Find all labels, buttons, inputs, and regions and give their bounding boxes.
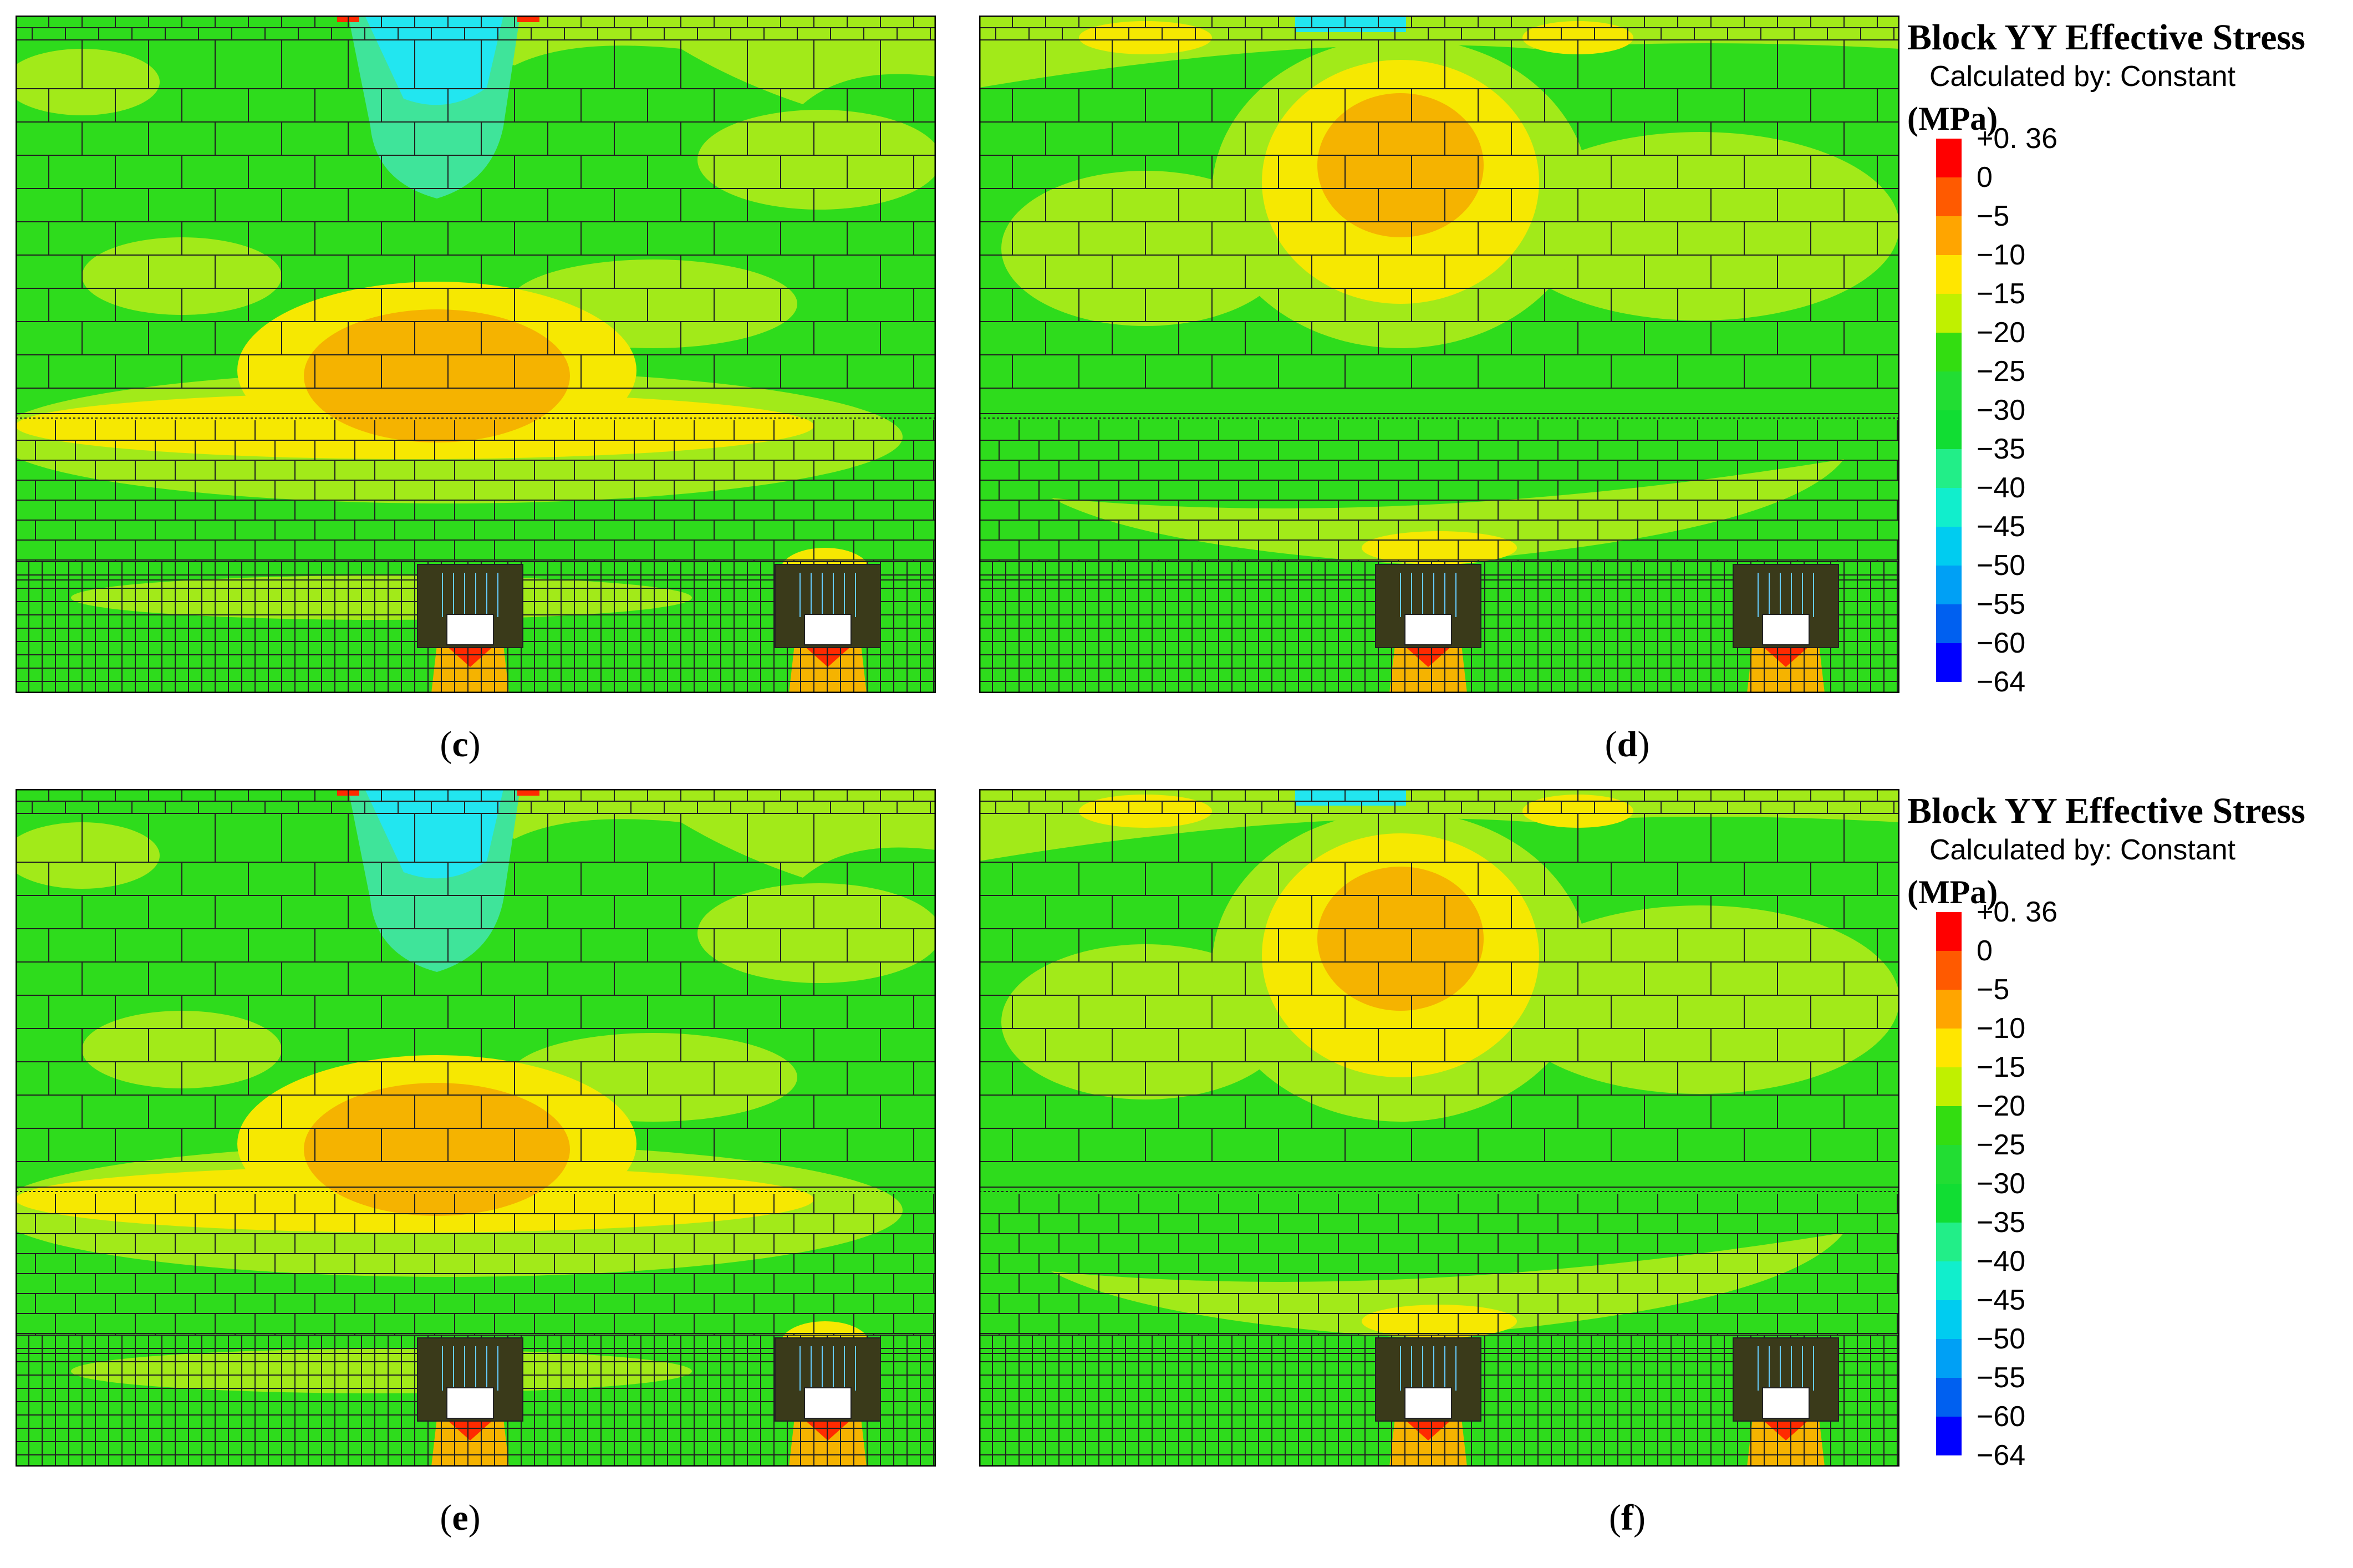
legend-label: −5	[1977, 974, 2010, 1006]
legend-swatch	[1936, 1029, 1962, 1067]
stress-legend-top: Block YY Effective Stress Calculated by:…	[1907, 17, 2345, 737]
legend-swatch	[1936, 1067, 1962, 1106]
legend-color-bar	[1936, 912, 1962, 1455]
legend-label: −25	[1977, 1129, 2026, 1161]
legend-swatch	[1936, 139, 1962, 177]
legend-label: −35	[1977, 1206, 2026, 1239]
legend-swatch	[1936, 177, 1962, 216]
legend-calculated-by: Calculated by: Constant	[1929, 834, 2236, 866]
legend-label: −45	[1977, 1284, 2026, 1316]
contour-plot	[979, 789, 1899, 1467]
legend-swatch	[1936, 1300, 1962, 1339]
legend-swatch	[1936, 333, 1962, 371]
legend-swatch	[1936, 1417, 1962, 1455]
legend-swatch	[1936, 1339, 1962, 1378]
legend-swatch	[1936, 604, 1962, 643]
legend-unit: (MPa)	[1907, 874, 1998, 910]
legend-title: Block YY Effective Stress	[1907, 17, 2305, 58]
legend-swatch	[1936, 990, 1962, 1029]
panel-caption-d: (d)	[1605, 724, 1650, 765]
legend-label: −40	[1977, 472, 2026, 504]
legend-label: −30	[1977, 394, 2026, 426]
legend-label: −15	[1977, 1051, 2026, 1083]
stress-contour-panel-c	[16, 16, 936, 693]
legend-label: −10	[1977, 1012, 2026, 1045]
legend-unit: (MPa)	[1907, 100, 1998, 137]
legend-label: −64	[1977, 666, 2026, 698]
stress-contour-panel-d	[979, 16, 1899, 693]
contour-plot	[16, 16, 936, 693]
legend-label: +0. 36	[1977, 123, 2058, 155]
legend-swatch	[1936, 912, 1962, 951]
legend-title: Block YY Effective Stress	[1907, 791, 2305, 831]
roadway-opening	[1762, 614, 1810, 645]
legend-swatch	[1936, 371, 1962, 410]
legend-label: −55	[1977, 1362, 2026, 1394]
roadway-opening	[804, 1387, 852, 1419]
panel-caption-c: (c)	[440, 724, 481, 765]
legend-label: −60	[1977, 1401, 2026, 1433]
legend-calculated-by: Calculated by: Constant	[1929, 60, 2236, 93]
legend-label: −45	[1977, 511, 2026, 543]
legend-swatch	[1936, 643, 1962, 682]
contour-fill	[16, 16, 936, 693]
legend-swatch	[1936, 410, 1962, 449]
legend-label: +0. 36	[1977, 896, 2058, 928]
legend-swatch	[1936, 1223, 1962, 1261]
roadway-opening	[1762, 1387, 1810, 1419]
stress-contour-panel-f	[979, 789, 1899, 1467]
legend-label: −20	[1977, 317, 2026, 349]
legend-label: −25	[1977, 355, 2026, 388]
legend-swatch	[1936, 1184, 1962, 1223]
stress-contour-panel-e	[16, 789, 936, 1467]
legend-label: −35	[1977, 433, 2026, 465]
legend-swatch	[1936, 294, 1962, 333]
legend-label: −55	[1977, 588, 2026, 620]
legend-label: −64	[1977, 1439, 2026, 1472]
legend-label: 0	[1977, 161, 1993, 194]
contour-plot	[16, 789, 936, 1467]
legend-label: −10	[1977, 239, 2026, 271]
legend-swatch	[1936, 1145, 1962, 1184]
legend-label: −15	[1977, 278, 2026, 310]
legend-swatch	[1936, 1261, 1962, 1300]
roadway-opening	[446, 1387, 494, 1419]
legend-swatch	[1936, 216, 1962, 255]
panel-caption-f: (f)	[1609, 1498, 1646, 1538]
legend-swatch	[1936, 255, 1962, 294]
roadway-opening	[804, 614, 852, 645]
legend-swatch	[1936, 1106, 1962, 1145]
legend-color-bar	[1936, 139, 1962, 682]
legend-swatch	[1936, 951, 1962, 990]
legend-label: −60	[1977, 627, 2026, 659]
legend-label: 0	[1977, 935, 1993, 967]
legend-label: −30	[1977, 1168, 2026, 1200]
stress-legend-bottom: Block YY Effective Stress Calculated by:…	[1907, 790, 2345, 1511]
roadway-opening	[1404, 1387, 1452, 1419]
contour-plot	[979, 16, 1899, 693]
legend-label: −50	[1977, 549, 2026, 582]
legend-swatch	[1936, 1378, 1962, 1417]
legend-label: −40	[1977, 1245, 2026, 1277]
legend-label: −50	[1977, 1323, 2026, 1355]
legend-swatch	[1936, 527, 1962, 566]
panel-caption-e: (e)	[440, 1498, 481, 1538]
roadway-opening	[1404, 614, 1452, 645]
legend-label: −20	[1977, 1090, 2026, 1122]
legend-swatch	[1936, 488, 1962, 527]
roadway-opening	[446, 614, 494, 645]
legend-swatch	[1936, 566, 1962, 604]
legend-label: −5	[1977, 200, 2010, 232]
legend-swatch	[1936, 449, 1962, 488]
